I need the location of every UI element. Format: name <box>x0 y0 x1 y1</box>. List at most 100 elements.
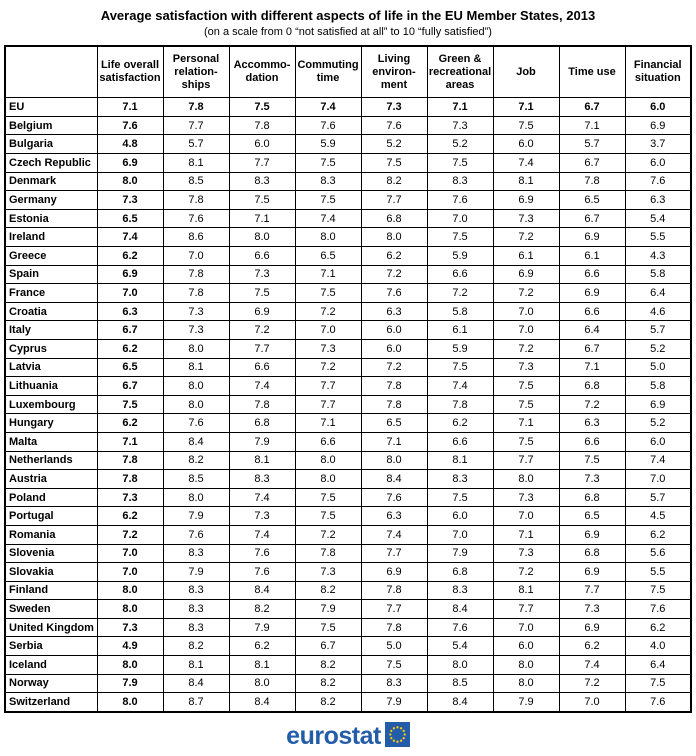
value-cell: 7.5 <box>426 227 494 247</box>
value-cell: 8.2 <box>162 636 230 657</box>
country-cell: Poland <box>4 487 98 508</box>
value-cell: 7.5 <box>492 115 560 136</box>
value-cell: 8.6 <box>162 227 230 247</box>
value-cell: 6.0 <box>624 97 692 117</box>
value-cell: 7.0 <box>96 543 164 564</box>
value-cell: 7.6 <box>360 283 428 303</box>
value-cell: 7.8 <box>96 450 164 471</box>
table-row: Spain 6.9 7.8 7.3 7.1 7.2 6.6 6.9 6.6 5.8 <box>4 264 692 285</box>
country-cell: Germany <box>4 190 98 210</box>
value-cell: 8.3 <box>162 543 230 564</box>
value-cell: 8.2 <box>294 692 362 713</box>
value-cell: 5.6 <box>624 543 692 564</box>
value-cell: 7.6 <box>624 599 692 619</box>
value-cell: 7.7 <box>558 580 626 601</box>
value-cell: 7.5 <box>228 97 296 117</box>
value-cell: 8.1 <box>492 171 560 192</box>
value-cell: 8.5 <box>162 171 230 192</box>
column-header-3: Commuting time <box>294 45 362 99</box>
table-row: Switzerland 8.0 8.7 8.4 8.2 7.9 8.4 7.9 7.0 7.6 <box>4 692 692 713</box>
value-cell: 7.6 <box>624 171 692 192</box>
value-cell: 7.7 <box>360 190 428 210</box>
country-cell: Croatia <box>4 301 98 322</box>
value-cell: 8.5 <box>426 673 494 694</box>
value-cell: 6.9 <box>558 283 626 303</box>
table-row: Slovenia 7.0 8.3 7.6 7.8 7.7 7.9 7.3 6.8 5.6 <box>4 543 692 564</box>
value-cell: 6.5 <box>558 190 626 210</box>
value-cell: 4.6 <box>624 301 692 322</box>
value-cell: 7.8 <box>558 171 626 192</box>
value-cell: 6.3 <box>96 301 164 322</box>
value-cell: 6.0 <box>492 636 560 657</box>
table-row: Netherlands 7.8 8.2 8.1 8.0 8.0 8.1 7.7 7.5 7.4 <box>4 450 692 471</box>
value-cell: 7.3 <box>492 487 560 508</box>
value-cell: 7.5 <box>492 376 560 396</box>
value-cell: 8.4 <box>360 469 428 489</box>
value-cell: 7.2 <box>492 562 560 582</box>
value-cell: 7.2 <box>360 357 428 378</box>
value-cell: 7.7 <box>360 599 428 619</box>
table-row: Austria 7.8 8.5 8.3 8.0 8.4 8.3 8.0 7.3 7.0 <box>4 469 692 489</box>
table-row: Iceland 8.0 8.1 8.1 8.2 7.5 8.0 8.0 7.4 6.4 <box>4 655 692 675</box>
table-row: Finland 8.0 8.3 8.4 8.2 7.8 8.3 8.1 7.7 7.5 <box>4 580 692 601</box>
value-cell: 7.5 <box>294 153 362 173</box>
value-cell: 6.9 <box>492 190 560 210</box>
column-header-4: Living environ- ment <box>360 45 428 99</box>
country-cell: Switzerland <box>4 692 98 713</box>
value-cell: 7.3 <box>228 506 296 526</box>
value-cell: 8.3 <box>426 171 494 192</box>
value-cell: 7.0 <box>624 469 692 489</box>
value-cell: 6.1 <box>426 320 494 340</box>
value-cell: 7.5 <box>294 190 362 210</box>
value-cell: 7.2 <box>558 394 626 415</box>
value-cell: 7.8 <box>294 543 362 564</box>
value-cell: 7.7 <box>360 543 428 564</box>
value-cell: 5.5 <box>624 227 692 247</box>
value-cell: 6.6 <box>426 264 494 285</box>
value-cell: 7.8 <box>360 394 428 415</box>
value-cell: 6.6 <box>228 246 296 266</box>
value-cell: 7.1 <box>294 413 362 433</box>
value-cell: 5.9 <box>294 134 362 155</box>
country-cell: Serbia <box>4 636 98 657</box>
value-cell: 7.5 <box>294 283 362 303</box>
country-cell: Austria <box>4 469 98 489</box>
country-cell: Czech Republic <box>4 153 98 173</box>
country-cell: Italy <box>4 320 98 340</box>
value-cell: 7.8 <box>426 394 494 415</box>
value-cell: 7.6 <box>162 524 230 545</box>
value-cell: 6.7 <box>294 636 362 657</box>
value-cell: 7.5 <box>360 655 428 675</box>
table-row: Italy 6.7 7.3 7.2 7.0 6.0 6.1 7.0 6.4 5.7 <box>4 320 692 340</box>
value-cell: 6.5 <box>360 413 428 433</box>
table-row: Bulgaria 4.8 5.7 6.0 5.9 5.2 5.2 6.0 5.7 3.7 <box>4 134 692 155</box>
value-cell: 7.0 <box>294 320 362 340</box>
table-row: Portugal 6.2 7.9 7.3 7.5 6.3 6.0 7.0 6.5 4.5 <box>4 506 692 526</box>
table-row: Luxembourg 7.5 8.0 7.8 7.7 7.8 7.8 7.5 7.2 6.9 <box>4 394 692 415</box>
value-cell: 5.8 <box>624 376 692 396</box>
value-cell: 7.0 <box>492 301 560 322</box>
value-cell: 5.2 <box>360 134 428 155</box>
table-row: Latvia 6.5 8.1 6.6 7.2 7.2 7.5 7.3 7.1 5.0 <box>4 357 692 378</box>
value-cell: 7.8 <box>162 190 230 210</box>
value-cell: 7.3 <box>162 301 230 322</box>
value-cell: 6.9 <box>360 562 428 582</box>
value-cell: 7.7 <box>228 153 296 173</box>
value-cell: 7.3 <box>96 190 164 210</box>
value-cell: 7.6 <box>426 617 494 638</box>
country-cell: Slovenia <box>4 543 98 564</box>
value-cell: 8.4 <box>162 431 230 452</box>
value-cell: 8.0 <box>96 580 164 601</box>
value-cell: 7.8 <box>360 580 428 601</box>
value-cell: 6.2 <box>96 246 164 266</box>
value-cell: 7.1 <box>96 97 164 117</box>
value-cell: 7.7 <box>228 338 296 359</box>
value-cell: 7.9 <box>294 599 362 619</box>
value-cell: 6.9 <box>492 264 560 285</box>
value-cell: 7.8 <box>162 283 230 303</box>
header-row: Life overall satisfaction Personal relati… <box>4 45 692 99</box>
value-cell: 6.9 <box>96 153 164 173</box>
value-cell: 7.4 <box>492 153 560 173</box>
value-cell: 7.6 <box>426 190 494 210</box>
value-cell: 8.4 <box>162 673 230 694</box>
